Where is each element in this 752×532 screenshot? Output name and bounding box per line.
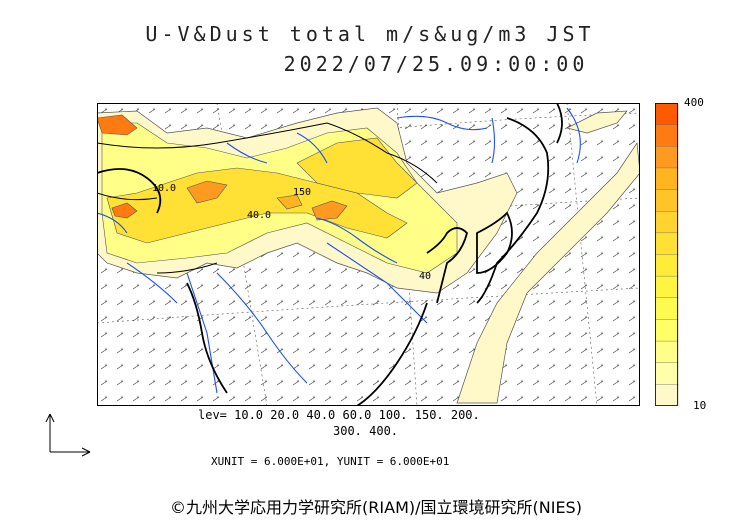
dust-hotspot-4: [97, 114, 138, 136]
legend-swatch: [655, 189, 679, 212]
map-title: U-V&Dust total m/s&ug/m3 JST: [145, 22, 595, 46]
legend-swatch: [655, 103, 679, 126]
levels-line-1: lev= 10.0 20.0 40.0 60.0 100. 150. 200.: [198, 408, 480, 422]
borders: [97, 122, 438, 274]
dust-hotspot-3: [111, 202, 138, 219]
dust-band-east: [456, 141, 640, 404]
contour-label: 40: [419, 271, 431, 282]
legend-swatch: [655, 340, 679, 364]
coastlines: [97, 103, 563, 406]
contour-label: 10.0: [152, 183, 176, 194]
legend-swatch: [655, 211, 679, 234]
contour-label: 40.0: [247, 210, 271, 221]
dust-hotspot-1: [186, 180, 228, 204]
legend-swatch: [655, 254, 679, 277]
map-frame: [97, 103, 640, 406]
dust-patch-ne: [565, 110, 628, 134]
legend-swatch: [655, 362, 679, 386]
legend-swatch: [655, 167, 679, 191]
legend-swatch: [655, 124, 679, 147]
legend-swatch: [655, 146, 679, 169]
unit-vector-icon: [45, 413, 91, 457]
legend-min-label: 10: [693, 399, 707, 412]
map-timestamp: 2022/07/25.09:00:00: [283, 52, 589, 76]
copyright: ©九州大学応用力学研究所(RIAM)/国立環境研究所(NIES): [170, 498, 582, 517]
legend-swatch: [655, 297, 679, 321]
contour-label: 150: [293, 187, 311, 198]
dust-map: 10.0 150 40.0 40: [97, 103, 640, 406]
rivers: [97, 107, 581, 394]
dust-hotspot-5: [276, 194, 303, 210]
legend-swatch: [655, 232, 679, 256]
legend-swatch: [655, 319, 679, 342]
legend-swatch: [655, 384, 679, 406]
color-legend: [655, 103, 679, 406]
legend-max-label: 400: [684, 96, 704, 109]
legend-swatch: [655, 275, 679, 299]
levels-line-2: 300. 400.: [333, 424, 399, 438]
unit-scale: XUNIT = 6.000E+01, YUNIT = 6.000E+01: [211, 455, 450, 468]
dust-hotspot-2: [311, 200, 348, 221]
